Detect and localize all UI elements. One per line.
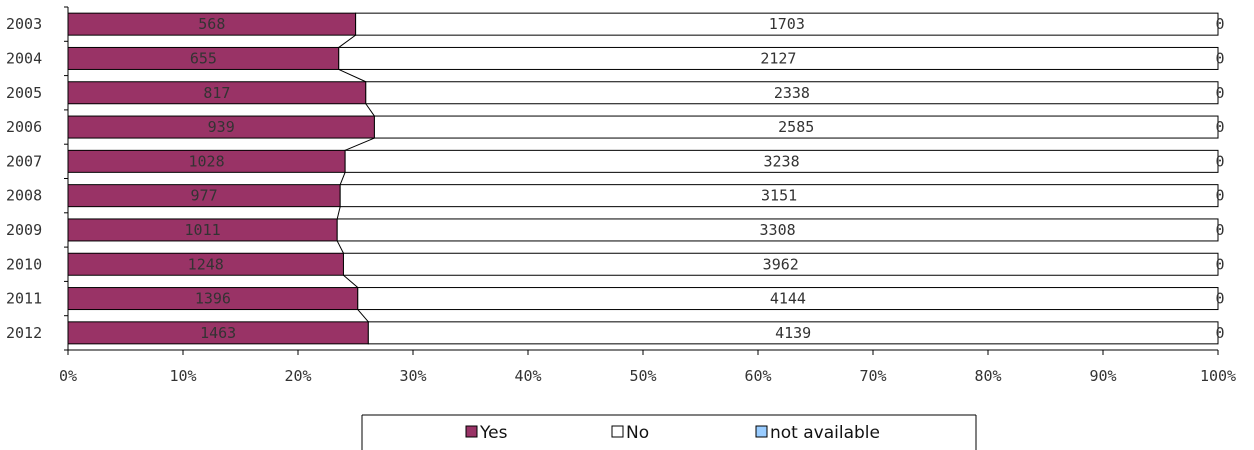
x-tick-label: 10% [169,367,196,385]
bar-label-not-available: 0 [1215,84,1224,102]
bar-label-yes: 1011 [185,221,221,239]
x-tick-label: 0% [59,367,77,385]
bar-label-not-available: 0 [1215,187,1224,205]
bar-label-yes: 1396 [195,290,231,308]
series-line [357,309,369,323]
series-line [344,137,375,151]
bar-label-not-available: 0 [1215,15,1224,33]
y-tick-label: 2012 [6,324,42,342]
series-line [336,206,341,220]
series-line [339,172,346,185]
x-tick-label: 20% [284,367,311,385]
y-tick-label: 2009 [6,221,42,239]
bar-label-no: 4139 [775,324,811,342]
series-line [343,274,359,288]
bar-label-not-available: 0 [1215,221,1224,239]
bar-label-yes: 977 [191,187,218,205]
bar-label-no: 2127 [760,49,796,67]
x-tick-label: 30% [399,367,426,385]
bar-label-not-available: 0 [1215,255,1224,273]
x-tick-label: 90% [1089,367,1116,385]
bar-label-not-available: 0 [1215,324,1224,342]
bar-label-not-available: 0 [1215,49,1224,67]
y-tick-label: 2007 [6,152,42,170]
bar-segment-no [336,218,1219,242]
bar-segment-no [373,115,1219,139]
bar-label-not-available: 0 [1215,152,1224,170]
series-lines [336,34,375,323]
y-tick-label: 2011 [6,290,42,308]
series-line [338,68,367,83]
bar-segment-no [367,321,1219,345]
bar-label-yes: 1028 [188,152,224,170]
x-tick-label: 40% [514,367,541,385]
bar-label-no: 4144 [770,290,806,308]
y-tick-label: 2010 [6,255,42,273]
x-tick-label: 80% [974,367,1001,385]
bar-label-yes: 939 [208,118,235,136]
x-tick-label: 70% [859,367,886,385]
x-tick-label: 50% [629,367,656,385]
bar-segment-no [357,287,1219,311]
y-tick-label: 2008 [6,187,42,205]
y-tick-label: 2006 [6,118,42,136]
bars [67,12,1219,345]
bar-label-no: 1703 [769,15,805,33]
y-tick-label: 2003 [6,15,42,33]
bar-label-no: 2585 [778,118,814,136]
bar-label-no: 3238 [763,152,799,170]
legend: Yes No not available [361,414,977,450]
bar-segment-no [365,81,1219,105]
y-tick-label: 2005 [6,84,42,102]
bar-label-no: 2338 [774,84,810,102]
series-line [338,34,356,48]
bar-label-no: 3308 [760,221,796,239]
series-line [365,103,375,117]
legend-label-no: No [626,423,649,443]
x-axis: 0% 10% 20% 30% 40% 50% 60% 70% 80% 90% 100% [59,349,1236,385]
bar-labels: 568 1703 0 655 2127 0 817 2338 0 939 2585 0 1028 3238… [185,15,1225,342]
bar-label-yes: 568 [198,15,225,33]
bar-segment-no [342,252,1219,276]
bar-segment-no [339,184,1219,208]
y-axis: 2003 2004 2005 2006 2007 2008 2009 2010 2011 2012 [6,6,69,351]
bar-label-yes: 1248 [188,255,224,273]
series-line [336,240,344,254]
bar-label-not-available: 0 [1215,118,1224,136]
bar-segment-no [355,12,1219,36]
bar-segment-no [338,46,1219,70]
bar-label-yes: 817 [203,84,230,102]
x-tick-label: 60% [744,367,771,385]
legend-label-not-available: not available [770,423,880,443]
y-tick-label: 2004 [6,49,42,67]
legend-swatch-not-available [755,425,768,438]
bar-label-no: 3151 [761,187,797,205]
bar-label-yes: 655 [190,49,217,67]
x-tick-label: 100% [1200,367,1236,385]
bar-label-yes: 1463 [200,324,236,342]
bar-label-not-available: 0 [1215,290,1224,308]
legend-swatch-no [611,425,624,438]
legend-swatch-yes [465,425,478,438]
legend-label-yes: Yes [479,423,508,443]
bar-segment-no [344,149,1219,173]
bar-label-no: 3962 [763,255,799,273]
